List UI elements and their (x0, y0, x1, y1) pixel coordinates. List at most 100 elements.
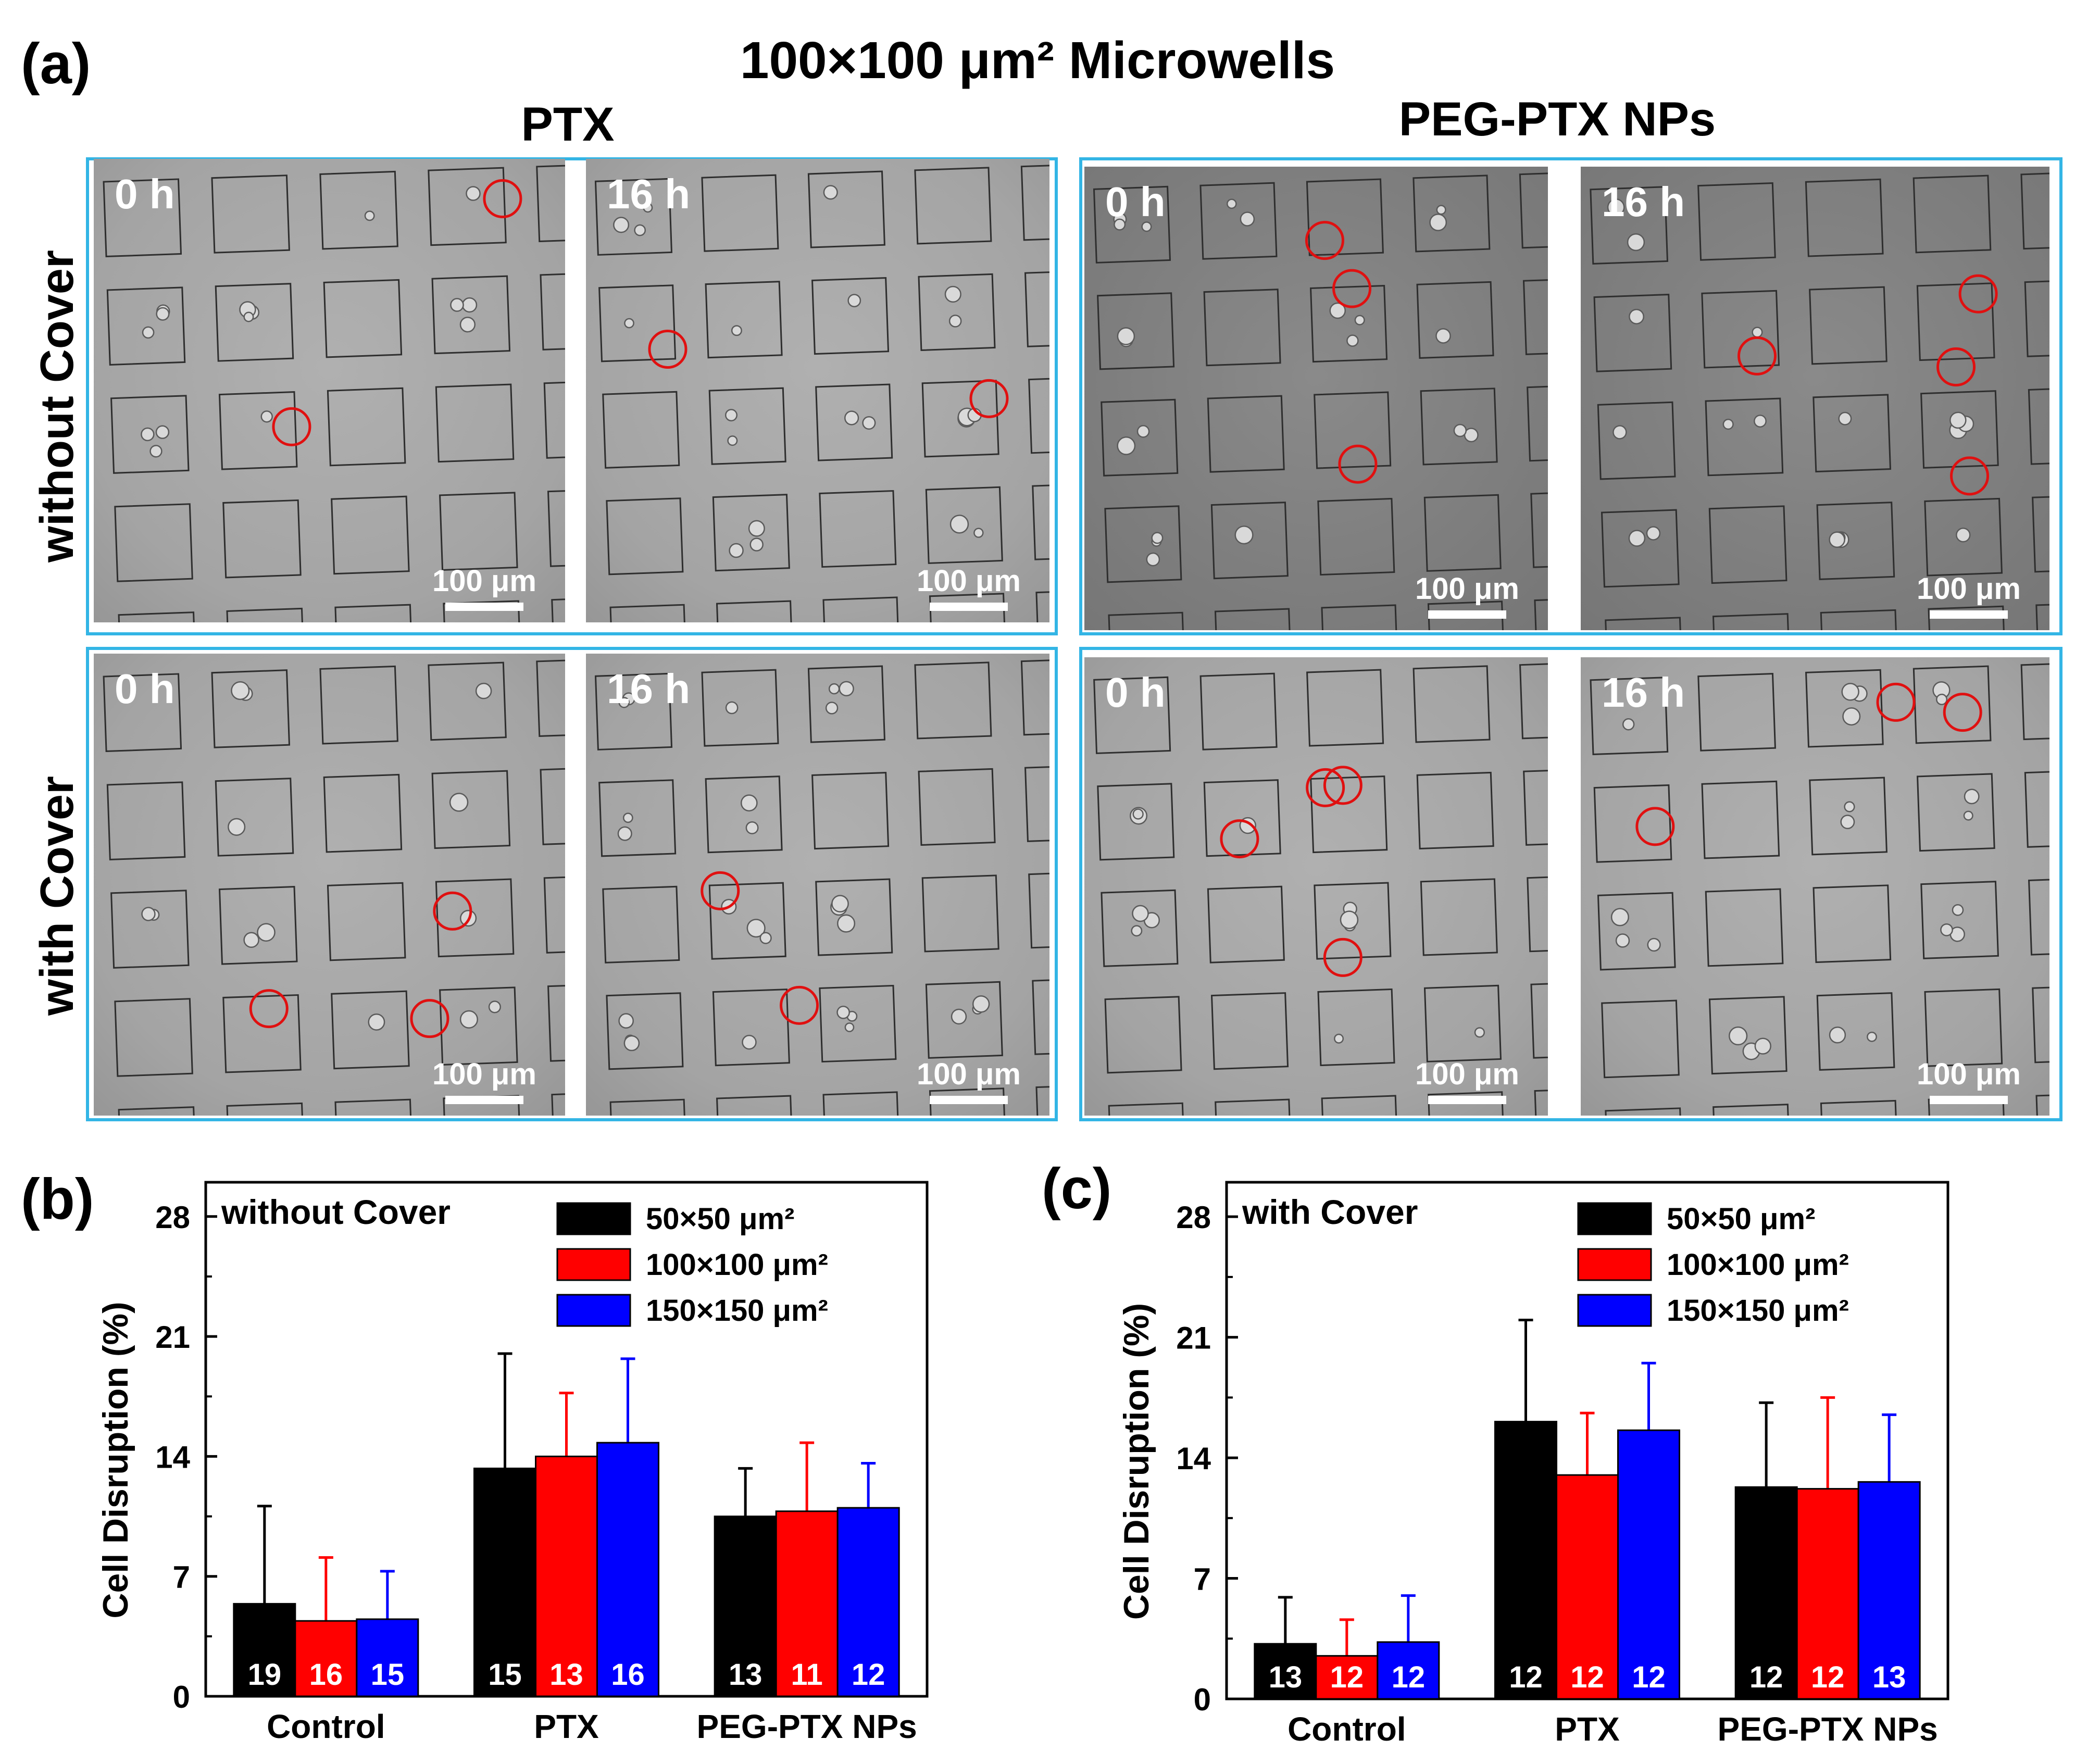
microwell (331, 495, 410, 575)
legend-swatch (556, 1248, 631, 1281)
cell (731, 325, 742, 336)
microwell (705, 775, 783, 854)
microwell (114, 998, 193, 1077)
marker-circle (433, 891, 472, 931)
cell (742, 1034, 757, 1050)
cell (364, 210, 375, 221)
chart-with-cover: 0 7 14 21 28 Cell Disruption (%) with Cover Con… (1117, 1181, 1949, 1748)
microwell (716, 600, 794, 622)
microwell (1028, 376, 1049, 454)
cell (1607, 198, 1625, 216)
microwell (331, 990, 410, 1070)
microwell (1203, 289, 1281, 367)
microwell (435, 383, 515, 463)
bar (233, 1603, 296, 1697)
scale-bar-label: 100 μm (1415, 572, 1519, 606)
cell (149, 445, 162, 458)
microwell (1104, 996, 1182, 1074)
microwell (428, 661, 507, 741)
microwell (1597, 892, 1676, 971)
cell (725, 409, 738, 422)
scale-bar (1930, 1096, 2008, 1104)
microwell (914, 167, 992, 245)
chart-without-cover: 0 7 14 21 28 Cell Disruption (%) without Cover… (96, 1181, 929, 1745)
marker-circle (780, 985, 819, 1025)
cell (1722, 418, 1734, 430)
cell (466, 186, 481, 201)
microwell (1310, 775, 1388, 854)
micrograph-16h: 16 h 100 μm (1581, 657, 2049, 1116)
microwell (1697, 182, 1776, 261)
sample-count-label: 13 (1872, 1660, 1906, 1694)
cell (459, 317, 476, 333)
y-tick-label: 0 (1194, 1682, 1211, 1717)
microwell (2024, 769, 2049, 848)
microwell (547, 983, 565, 1062)
microwell (114, 503, 193, 582)
microwell (1523, 768, 1548, 846)
microwell (431, 770, 511, 849)
cell (972, 995, 990, 1013)
microwell (317, 64, 394, 141)
scale-bar (1428, 610, 1506, 619)
microwell (1519, 661, 1548, 740)
cell (1117, 436, 1136, 455)
sample-count-label: 12 (852, 1658, 885, 1692)
cell (1141, 221, 1152, 232)
main-title: 100×100 μm² Microwells (740, 31, 1335, 90)
cell (1952, 904, 1964, 916)
microwell (1097, 783, 1175, 861)
microwell (1605, 617, 1683, 630)
cell (1842, 707, 1861, 726)
cell (1610, 908, 1629, 927)
micrograph-background (586, 654, 1049, 1116)
microwell (103, 178, 182, 258)
cell (1354, 315, 1365, 326)
microwell (540, 271, 565, 351)
cell (1628, 530, 1646, 547)
cell (749, 537, 764, 552)
cell (1629, 308, 1644, 324)
x-tick-label: Control (1288, 1710, 1406, 1748)
microwell (602, 391, 680, 469)
microwell (598, 284, 677, 362)
legend-label: 150×150 μm² (1667, 1294, 1849, 1328)
microwell (1101, 889, 1179, 967)
row-header-without-cover: without Cover (31, 250, 83, 563)
microwell (1527, 384, 1548, 462)
cell (155, 425, 170, 439)
cell (1627, 233, 1645, 252)
microwell (428, 167, 507, 246)
microwell (1032, 977, 1049, 1055)
cell (459, 1010, 478, 1029)
bar (1857, 1481, 1921, 1700)
cell (1131, 925, 1143, 937)
microwell (1420, 387, 1498, 466)
cell (949, 515, 969, 534)
bar (836, 1507, 900, 1697)
microwell (0, 569, 69, 646)
cell (1829, 531, 1845, 548)
microwell (701, 174, 779, 252)
microwell (2018, 64, 2075, 141)
micrograph-background (1084, 167, 1548, 630)
time-label: 0 h (1105, 669, 1166, 716)
microwell (1910, 68, 1987, 145)
microwell (1199, 182, 1278, 260)
marker-circle (969, 379, 1009, 418)
microwell (1916, 282, 1995, 361)
cell (1453, 423, 1467, 437)
cell (1754, 1037, 1771, 1055)
legend-swatch (556, 1202, 631, 1235)
sample-count-label: 13 (549, 1658, 583, 1692)
sample-count-label: 12 (1330, 1660, 1364, 1694)
microwell (0, 183, 73, 260)
panel-frame (1079, 647, 2062, 1121)
microwell (1309, 284, 1388, 363)
marker-circle (1323, 766, 1362, 805)
cell (1622, 718, 1635, 731)
microwell (0, 678, 73, 755)
micrograph-background (1084, 657, 1548, 1116)
microwell (1705, 397, 1784, 477)
